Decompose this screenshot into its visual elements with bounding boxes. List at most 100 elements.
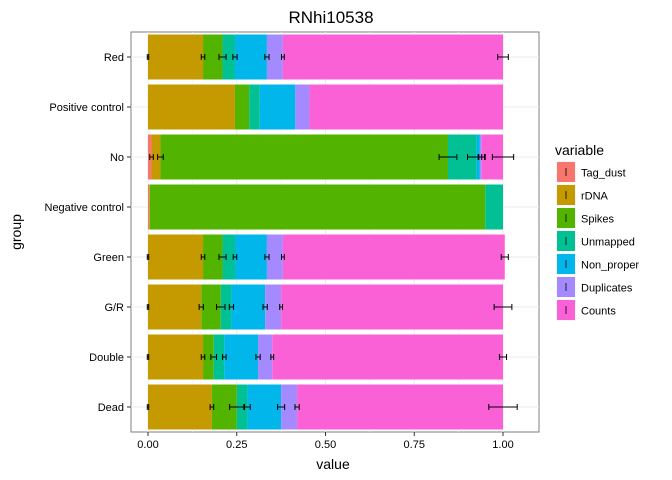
error-bar [222,354,227,360]
error-bar [229,404,245,410]
error-bar [200,354,206,360]
bar-segment [203,234,223,280]
error-bar [264,254,270,260]
bar-segment [297,384,503,430]
legend-item: rDNA [555,183,609,207]
bar-segment [151,134,161,180]
error-bar [218,54,227,60]
error-bar [438,154,458,160]
bar-segment [485,184,503,230]
bar-segment [282,234,505,280]
bar-segment [282,34,503,80]
y-tick-label: Double [89,352,124,364]
y-tick-label: No [110,152,124,164]
legend-label: Non_proper [581,260,639,272]
bar-segment [295,84,310,130]
error-bar [478,154,486,160]
bar-segment [160,134,448,180]
x-tick-label: 0.50 [315,439,336,451]
bar-segment [234,34,267,80]
bar-segment [249,84,260,130]
bar-segment [149,184,486,230]
error-bar [497,54,509,60]
error-bar [146,354,150,360]
legend-item: Non_proper [555,252,639,276]
bars-layer [148,34,505,430]
x-axis-title: value [316,456,350,472]
bar-segment [258,334,273,380]
bar-segment [222,34,235,80]
error-bar [146,54,150,60]
error-bar [146,304,150,310]
error-bar [488,404,518,410]
legend-label: Duplicates [581,283,633,295]
legend-item: Counts [555,298,616,322]
y-tick-label: G/R [104,302,124,314]
error-bar [216,304,226,310]
y-axis-title: group [8,214,24,250]
legend-label: Unmapped [581,237,635,249]
error-bar [498,354,508,360]
error-bar [210,354,218,360]
y-axis: Red Positive control No Negative control Gre… [45,52,131,414]
error-bar [270,354,275,360]
error-bar [218,254,227,260]
y-tick-label: Red [104,52,124,64]
error-bar [232,54,238,60]
bar-segment [220,284,232,330]
bar-segment [265,284,282,330]
error-bar [200,54,206,60]
bar-segment [234,234,267,280]
bar-segment [309,84,503,130]
chart-title: RNhi10538 [288,8,373,27]
error-bar [280,54,285,60]
legend-label: Tag_dust [581,168,626,180]
error-bar [146,254,150,260]
error-bar [279,304,284,310]
bar-segment [148,84,235,130]
legend-label: Counts [581,306,616,318]
bar-segment [203,334,214,380]
bar-segment [281,384,298,430]
bar-segment [224,334,259,380]
bar-segment [222,234,235,280]
error-bar [200,254,206,260]
y-tick-label: Dead [98,402,124,414]
x-tick-label: 0.00 [137,439,158,451]
bar-segment [148,384,212,430]
x-tick-label: 0.75 [404,439,425,451]
error-bar [244,404,251,410]
legend-title: variable [555,142,604,158]
bar-segment [148,184,150,230]
legend-label: Spikes [581,214,615,226]
error-bar [228,304,235,310]
error-bar [262,304,268,310]
bar-segment [266,34,283,80]
bar-segment [201,284,221,330]
error-bar [149,154,154,160]
bar-segment [266,234,283,280]
error-bar [255,354,261,360]
error-bar [294,404,300,410]
legend-item: Unmapped [555,229,635,253]
bar-segment [272,334,503,380]
error-bar [500,254,509,260]
error-bars-layer [146,54,518,410]
bar-segment [213,334,225,380]
bar-segment [148,334,204,380]
legend-label: rDNA [581,191,609,203]
bar-segment [247,384,282,430]
x-tick-label: 1.00 [492,439,513,451]
bar-segment [148,234,204,280]
error-bar [277,404,286,410]
legend-item: Tag_dust [555,160,626,184]
bar-segment [148,34,204,80]
legend-item: Spikes [555,206,615,230]
legend: variable Tag_dust rDNA Spikes Unmapped Non_p… [555,142,639,322]
y-tick-label: Positive control [49,102,124,114]
x-tick-label: 0.25 [226,439,247,451]
bar-segment [231,284,266,330]
error-bar [280,254,285,260]
error-bar [157,154,164,160]
